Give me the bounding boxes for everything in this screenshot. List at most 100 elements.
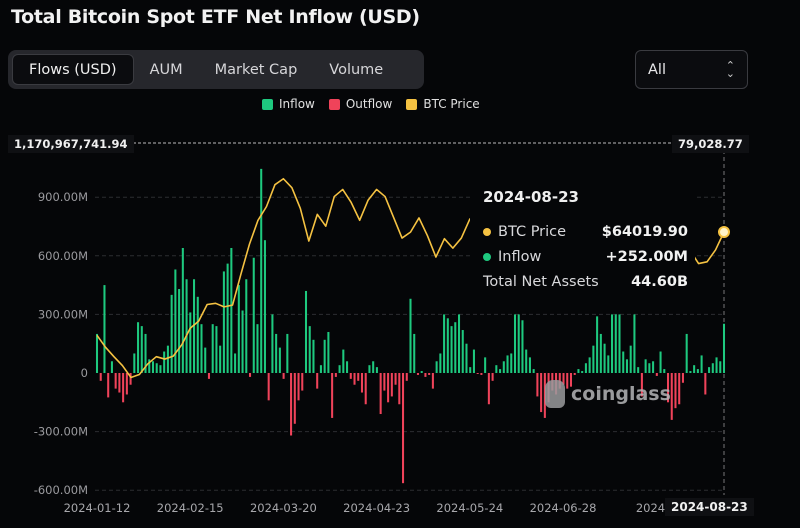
inflow-bar: [170, 294, 173, 373]
outflow-bar: [297, 373, 300, 401]
inflow-bar: [222, 271, 225, 373]
inflow-bar: [219, 345, 222, 373]
tab-flows[interactable]: Flows (USD): [12, 54, 134, 85]
outflow-bar: [387, 373, 390, 403]
outflow-bar: [476, 373, 479, 374]
inflow-bar: [581, 371, 584, 373]
coinglass-logo-icon: [545, 380, 565, 408]
inflow-bar: [155, 363, 158, 373]
outflow-bar: [431, 373, 434, 389]
outflow-bar: [562, 373, 565, 385]
outflow-bar: [349, 373, 352, 379]
tooltip-inflow: Inflow +252.00M: [483, 249, 688, 265]
watermark-text: coinglass: [571, 383, 671, 405]
inflow-bar: [263, 240, 266, 373]
inflow-bar: [275, 333, 278, 373]
btc-dot-icon: [483, 228, 491, 236]
inflow-bar: [708, 367, 711, 373]
inflow-bar: [588, 357, 591, 373]
inflow-bar: [652, 361, 655, 373]
btc-price-swatch: [406, 98, 418, 110]
inflow-bar: [659, 351, 662, 373]
tab-market-cap[interactable]: Market Cap: [214, 61, 298, 78]
crosshair-left-value: 1,170,967,741.94: [8, 135, 134, 153]
outflow-bar: [390, 373, 393, 397]
inflow-bar: [584, 363, 587, 373]
inflow-bar: [230, 247, 233, 373]
y-tick-label: 900.00M: [38, 190, 88, 204]
chart-tooltip: 2024-08-23 BTC Price $64019.90 Inflow +2…: [470, 180, 695, 305]
chart-legend: Inflow Outflow BTC Price: [262, 97, 480, 111]
inflow-bar: [611, 314, 614, 373]
inflow-bar: [133, 353, 136, 373]
chevron-up-down-icon: ⌃ ⌄: [725, 58, 735, 80]
inflow-bar: [693, 365, 696, 373]
inflow-bar: [435, 361, 438, 373]
inflow-bar: [148, 359, 151, 373]
x-tick-label: 2024-04-23: [343, 501, 410, 515]
tooltip-date: 2024-08-23: [483, 188, 579, 206]
inflow-bar: [577, 369, 580, 373]
inflow-bar: [174, 269, 177, 373]
outflow-bar: [480, 373, 483, 375]
crosshair-right-value: 79,028.77: [672, 135, 749, 153]
inflow-bar: [685, 333, 688, 373]
inflow-bar: [346, 361, 349, 373]
inflow-bar: [513, 314, 517, 373]
inflow-bar: [200, 324, 203, 373]
inflow-bar: [342, 349, 345, 373]
inflow-bar: [443, 314, 446, 373]
inflow-bar: [592, 345, 595, 373]
inflow-bar: [450, 326, 453, 373]
inflow-bar: [211, 324, 214, 373]
inflow-bar: [622, 351, 625, 373]
outflow-bar: [540, 373, 543, 413]
inflow-bar: [637, 367, 640, 373]
legend-inflow[interactable]: Inflow: [262, 97, 315, 111]
inflow-bar: [323, 339, 326, 373]
inflow-bar: [528, 357, 531, 373]
outflow-bar: [405, 373, 408, 381]
outflow-bar: [357, 373, 360, 381]
x-tick-label: 2024-03-20: [250, 501, 317, 515]
x-tick-label: 2024-02-15: [157, 501, 224, 515]
legend-btc-price[interactable]: BTC Price: [406, 97, 480, 111]
metric-tabs: Flows (USD) AUM Market Cap Volume: [8, 50, 424, 89]
inflow-bar: [499, 369, 502, 373]
outflow-bar: [402, 373, 405, 484]
inflow-bar: [375, 367, 378, 373]
inflow-bar: [137, 322, 140, 373]
inflow-bar: [465, 343, 468, 373]
inflow-bar: [196, 296, 199, 373]
legend-outflow[interactable]: Outflow: [328, 97, 392, 111]
inflow-bar: [159, 365, 162, 373]
range-select[interactable]: All ⌃ ⌄: [635, 50, 748, 89]
outflow-bar: [364, 373, 367, 405]
inflow-bar: [327, 331, 330, 373]
outflow-bar: [301, 373, 304, 391]
tooltip-label: Total Net Assets: [483, 274, 599, 290]
inflow-bar: [472, 349, 475, 373]
inflow-bar: [603, 343, 606, 373]
inflow-bar: [596, 316, 599, 373]
inflow-bar: [226, 263, 229, 373]
outflow-bar: [681, 373, 684, 383]
outflow-bar: [207, 373, 210, 379]
outflow-bar: [543, 373, 546, 418]
legend-label: BTC Price: [423, 97, 480, 111]
outflow-bar: [428, 373, 431, 375]
inflow-bar: [461, 330, 464, 373]
outflow-bar: [290, 373, 293, 436]
outflow-bar: [569, 373, 573, 387]
inflow-bar: [629, 345, 632, 373]
tab-volume[interactable]: Volume: [329, 61, 384, 78]
tab-aum[interactable]: AUM: [149, 61, 183, 78]
inflow-dot-icon: [483, 253, 491, 261]
outflow-bar: [334, 373, 337, 377]
tooltip-total-net-assets: Total Net Assets 44.60B: [483, 274, 688, 290]
outflow-bar: [331, 373, 334, 418]
outflow-bar: [107, 373, 110, 398]
outflow-bar: [566, 373, 569, 389]
outflow-bar: [416, 373, 419, 375]
